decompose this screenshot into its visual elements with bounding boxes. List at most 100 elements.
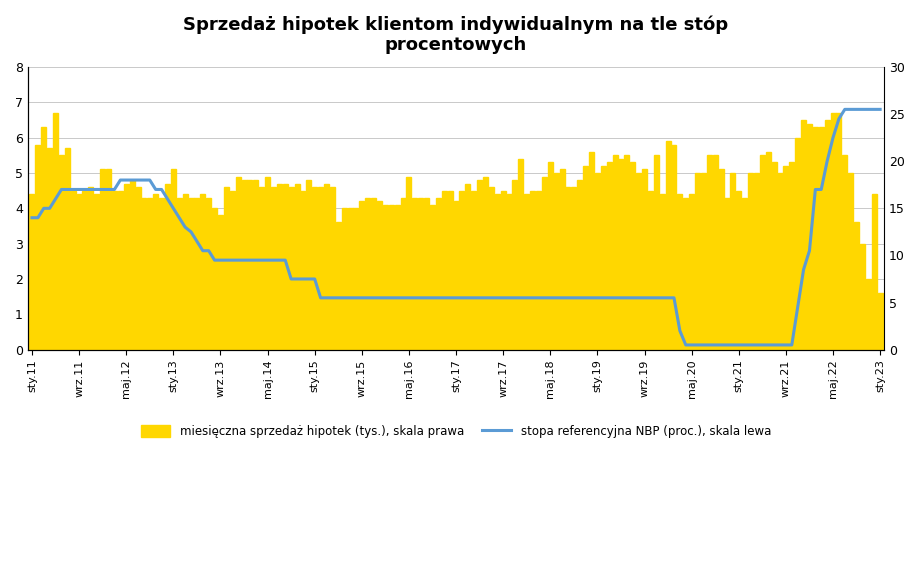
Bar xyxy=(171,170,176,350)
Bar xyxy=(289,187,293,350)
Bar xyxy=(382,205,388,350)
Bar xyxy=(424,197,428,350)
Bar xyxy=(318,187,323,350)
Bar xyxy=(41,127,46,350)
Bar xyxy=(188,197,193,350)
Bar xyxy=(212,208,217,350)
Bar xyxy=(294,184,300,350)
Bar xyxy=(282,184,288,350)
Bar xyxy=(242,180,246,350)
Bar xyxy=(618,159,623,350)
Bar xyxy=(747,173,753,350)
Bar xyxy=(842,155,846,350)
Bar xyxy=(653,155,658,350)
Bar xyxy=(789,162,793,350)
Bar xyxy=(194,197,199,350)
Bar xyxy=(659,194,664,350)
Bar xyxy=(624,155,629,350)
Bar xyxy=(176,197,182,350)
Bar xyxy=(441,191,447,350)
Bar xyxy=(330,187,335,350)
Bar xyxy=(706,155,711,350)
Bar xyxy=(718,170,723,350)
Bar xyxy=(359,201,364,350)
Bar xyxy=(353,208,358,350)
Bar xyxy=(835,113,841,350)
Bar xyxy=(571,187,575,350)
Bar xyxy=(853,222,858,350)
Legend: miesięczna sprzedaż hipotek (tys.), skala prawa, stopa referencyjna NBP (proc.),: miesięczna sprzedaż hipotek (tys.), skal… xyxy=(136,420,775,443)
Bar xyxy=(183,194,187,350)
Bar xyxy=(830,113,834,350)
Bar xyxy=(712,155,717,350)
Bar xyxy=(306,180,311,350)
Bar xyxy=(436,197,440,350)
Bar xyxy=(865,279,870,350)
Bar xyxy=(365,197,369,350)
Bar xyxy=(524,194,528,350)
Bar xyxy=(53,113,58,350)
Bar xyxy=(529,191,535,350)
Bar xyxy=(277,184,281,350)
Bar xyxy=(76,194,82,350)
Bar xyxy=(730,173,734,350)
Bar xyxy=(641,170,646,350)
Bar xyxy=(754,173,758,350)
Bar xyxy=(59,155,63,350)
Bar xyxy=(576,180,582,350)
Bar xyxy=(112,191,117,350)
Bar xyxy=(47,149,52,350)
Bar xyxy=(377,201,381,350)
Bar xyxy=(135,187,141,350)
Bar xyxy=(118,191,123,350)
Bar xyxy=(459,191,464,350)
Bar xyxy=(859,244,864,350)
Bar xyxy=(818,127,823,350)
Bar xyxy=(806,123,811,350)
Bar xyxy=(159,197,164,350)
Bar xyxy=(83,191,87,350)
Bar xyxy=(35,145,40,350)
Bar xyxy=(606,162,611,350)
Bar xyxy=(482,176,487,350)
Bar xyxy=(218,216,222,350)
Bar xyxy=(253,180,258,350)
Bar xyxy=(412,197,417,350)
Bar xyxy=(71,191,75,350)
Bar xyxy=(448,191,452,350)
Bar xyxy=(783,166,788,350)
Bar xyxy=(94,194,99,350)
Bar xyxy=(418,197,423,350)
Bar xyxy=(477,180,482,350)
Bar xyxy=(394,205,399,350)
Bar xyxy=(823,120,829,350)
Bar xyxy=(688,194,694,350)
Bar xyxy=(370,197,376,350)
Bar xyxy=(206,197,211,350)
Bar xyxy=(664,141,670,350)
Bar xyxy=(559,170,564,350)
Bar xyxy=(536,191,540,350)
Bar xyxy=(630,162,635,350)
Bar xyxy=(488,187,494,350)
Bar xyxy=(595,173,599,350)
Bar xyxy=(723,197,729,350)
Bar xyxy=(671,145,675,350)
Bar xyxy=(147,197,153,350)
Bar xyxy=(735,191,741,350)
Bar xyxy=(800,120,805,350)
Bar xyxy=(29,194,34,350)
Bar xyxy=(517,159,523,350)
Bar xyxy=(200,194,205,350)
Bar xyxy=(771,162,776,350)
Bar xyxy=(406,176,411,350)
Bar xyxy=(612,155,617,350)
Bar xyxy=(100,170,105,350)
Bar xyxy=(347,208,352,350)
Bar xyxy=(389,205,393,350)
Bar xyxy=(777,173,782,350)
Bar xyxy=(453,201,458,350)
Bar xyxy=(553,173,558,350)
Bar xyxy=(600,166,605,350)
Bar xyxy=(142,197,146,350)
